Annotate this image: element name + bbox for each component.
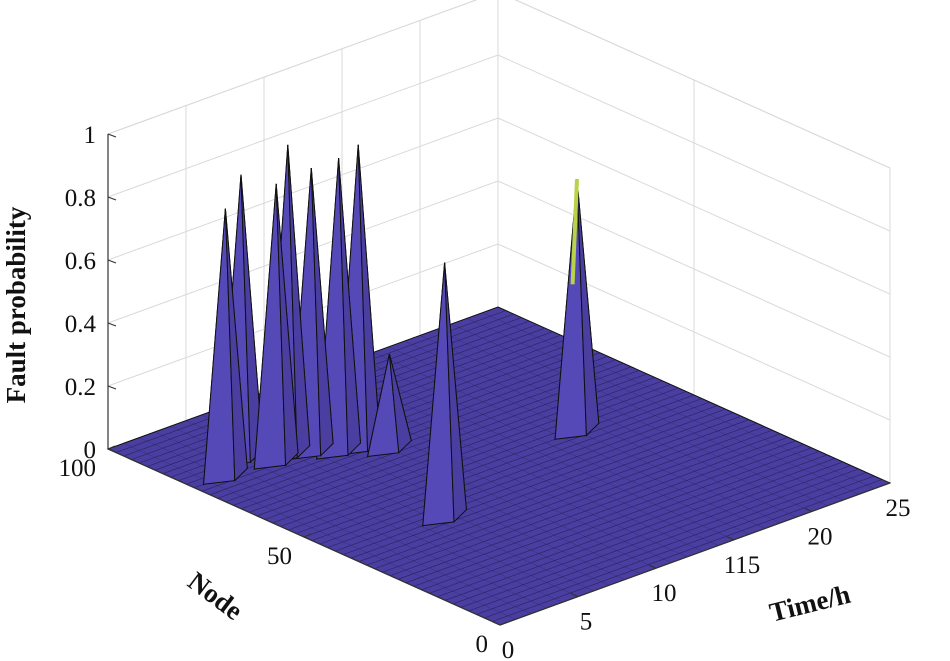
x-tick-mark <box>492 621 501 626</box>
z-tick-label: 0.4 <box>65 311 97 338</box>
peak-layer <box>202 144 600 527</box>
mesh-line-time <box>341 363 735 541</box>
y-tick-mark <box>303 533 312 538</box>
mesh-line-node <box>350 415 742 559</box>
mesh-line-node <box>366 422 757 566</box>
x-tick-mark <box>726 536 735 541</box>
mesh-line-time <box>435 329 828 506</box>
mesh-line-node <box>452 461 844 605</box>
peak-face-right <box>388 353 412 454</box>
mesh-line-node <box>327 405 718 548</box>
mesh-line-node <box>460 465 851 608</box>
mesh-line-node <box>413 443 804 587</box>
y-tick-label: 50 <box>267 543 292 570</box>
mesh-line-time <box>404 340 797 518</box>
peak-face-right <box>310 167 334 457</box>
mesh-line-node <box>390 433 781 577</box>
x-tick-label: 5 <box>580 609 593 636</box>
peak-face-right <box>275 183 299 467</box>
y-tick-label: 0 <box>476 631 489 658</box>
mesh-line-node <box>296 391 687 534</box>
mesh-line-node <box>382 429 773 573</box>
mesh-line-node <box>358 419 749 562</box>
y-tick-mark <box>499 621 508 626</box>
mesh-line-node <box>319 401 710 545</box>
mesh-line-node <box>429 450 820 594</box>
y-tick-label: 100 <box>59 455 97 482</box>
z-tick-mark <box>107 385 117 390</box>
mesh-line-node <box>492 479 883 622</box>
peak <box>202 208 248 486</box>
mesh-line-node <box>405 440 797 584</box>
peak <box>554 179 600 441</box>
x-axis-label: Time/h <box>766 579 853 628</box>
mesh-line-time <box>482 312 875 489</box>
mesh-line-node <box>421 447 812 591</box>
back-wall-time <box>108 0 498 449</box>
x-tick-label: 20 <box>808 523 833 550</box>
top-edge-node <box>514 0 891 169</box>
mesh-line-node <box>437 454 828 598</box>
mesh-line-time <box>451 323 844 501</box>
peak-face-right <box>576 179 600 437</box>
z-tick-label: 1 <box>84 122 97 149</box>
peak-face-right <box>444 262 467 524</box>
x-tick-label: 25 <box>886 495 911 522</box>
mesh-line-node <box>476 472 867 615</box>
y-tick-mark <box>107 445 116 450</box>
z-tick-mark <box>107 196 117 201</box>
mesh-line-node <box>335 408 726 552</box>
z-axis-label: Fault probability <box>1 206 31 403</box>
mesh-line-time <box>419 335 813 512</box>
x-tick-mark <box>648 564 657 569</box>
mesh-line-time <box>357 357 750 535</box>
peak <box>422 262 467 527</box>
x-tick-mark <box>882 479 891 484</box>
mesh-line-node <box>225 359 616 503</box>
x-tick-label: 0 <box>502 637 515 661</box>
mesh-line-node <box>280 384 671 527</box>
mesh-line-node <box>272 380 663 524</box>
peak-face-right <box>287 144 311 460</box>
mesh-line-node <box>468 468 859 612</box>
z-tick-mark <box>107 259 117 264</box>
z-tick-label: 0.2 <box>65 374 96 401</box>
z-tick-mark <box>107 133 117 138</box>
x-tick-label: 115 <box>724 552 761 579</box>
top-edge-time <box>107 0 478 135</box>
x-tick-mark <box>570 593 579 598</box>
mesh-line-node <box>233 362 624 506</box>
peak-face-right <box>338 158 362 457</box>
z-tick-mark <box>107 322 117 327</box>
mesh-line-node <box>374 426 765 570</box>
peak <box>366 353 412 459</box>
mesh-line-node <box>311 398 702 541</box>
z-tick-label: 0.8 <box>65 185 96 212</box>
mesh-line-node <box>217 355 608 499</box>
x-tick-label: 10 <box>652 580 677 607</box>
peak <box>253 183 299 471</box>
mesh-line-time <box>466 318 859 495</box>
x-tick-mark <box>804 507 813 512</box>
mesh-line-node <box>343 412 734 555</box>
mesh-line-node <box>303 394 695 538</box>
mesh-line-node <box>445 458 836 601</box>
peak-highlight <box>570 179 579 285</box>
mesh-line-node <box>484 475 875 619</box>
mesh-line-node <box>397 436 789 580</box>
x-axis-line <box>499 482 891 626</box>
y-axis-label: Node <box>182 566 248 626</box>
mesh-line-node <box>288 387 679 531</box>
z-tick-label: 0.6 <box>65 248 96 275</box>
z-tick-label: 0 <box>84 437 97 464</box>
mesh-line-time <box>123 443 516 620</box>
z-tick-mark <box>107 448 117 453</box>
peak-face-right <box>224 208 248 482</box>
